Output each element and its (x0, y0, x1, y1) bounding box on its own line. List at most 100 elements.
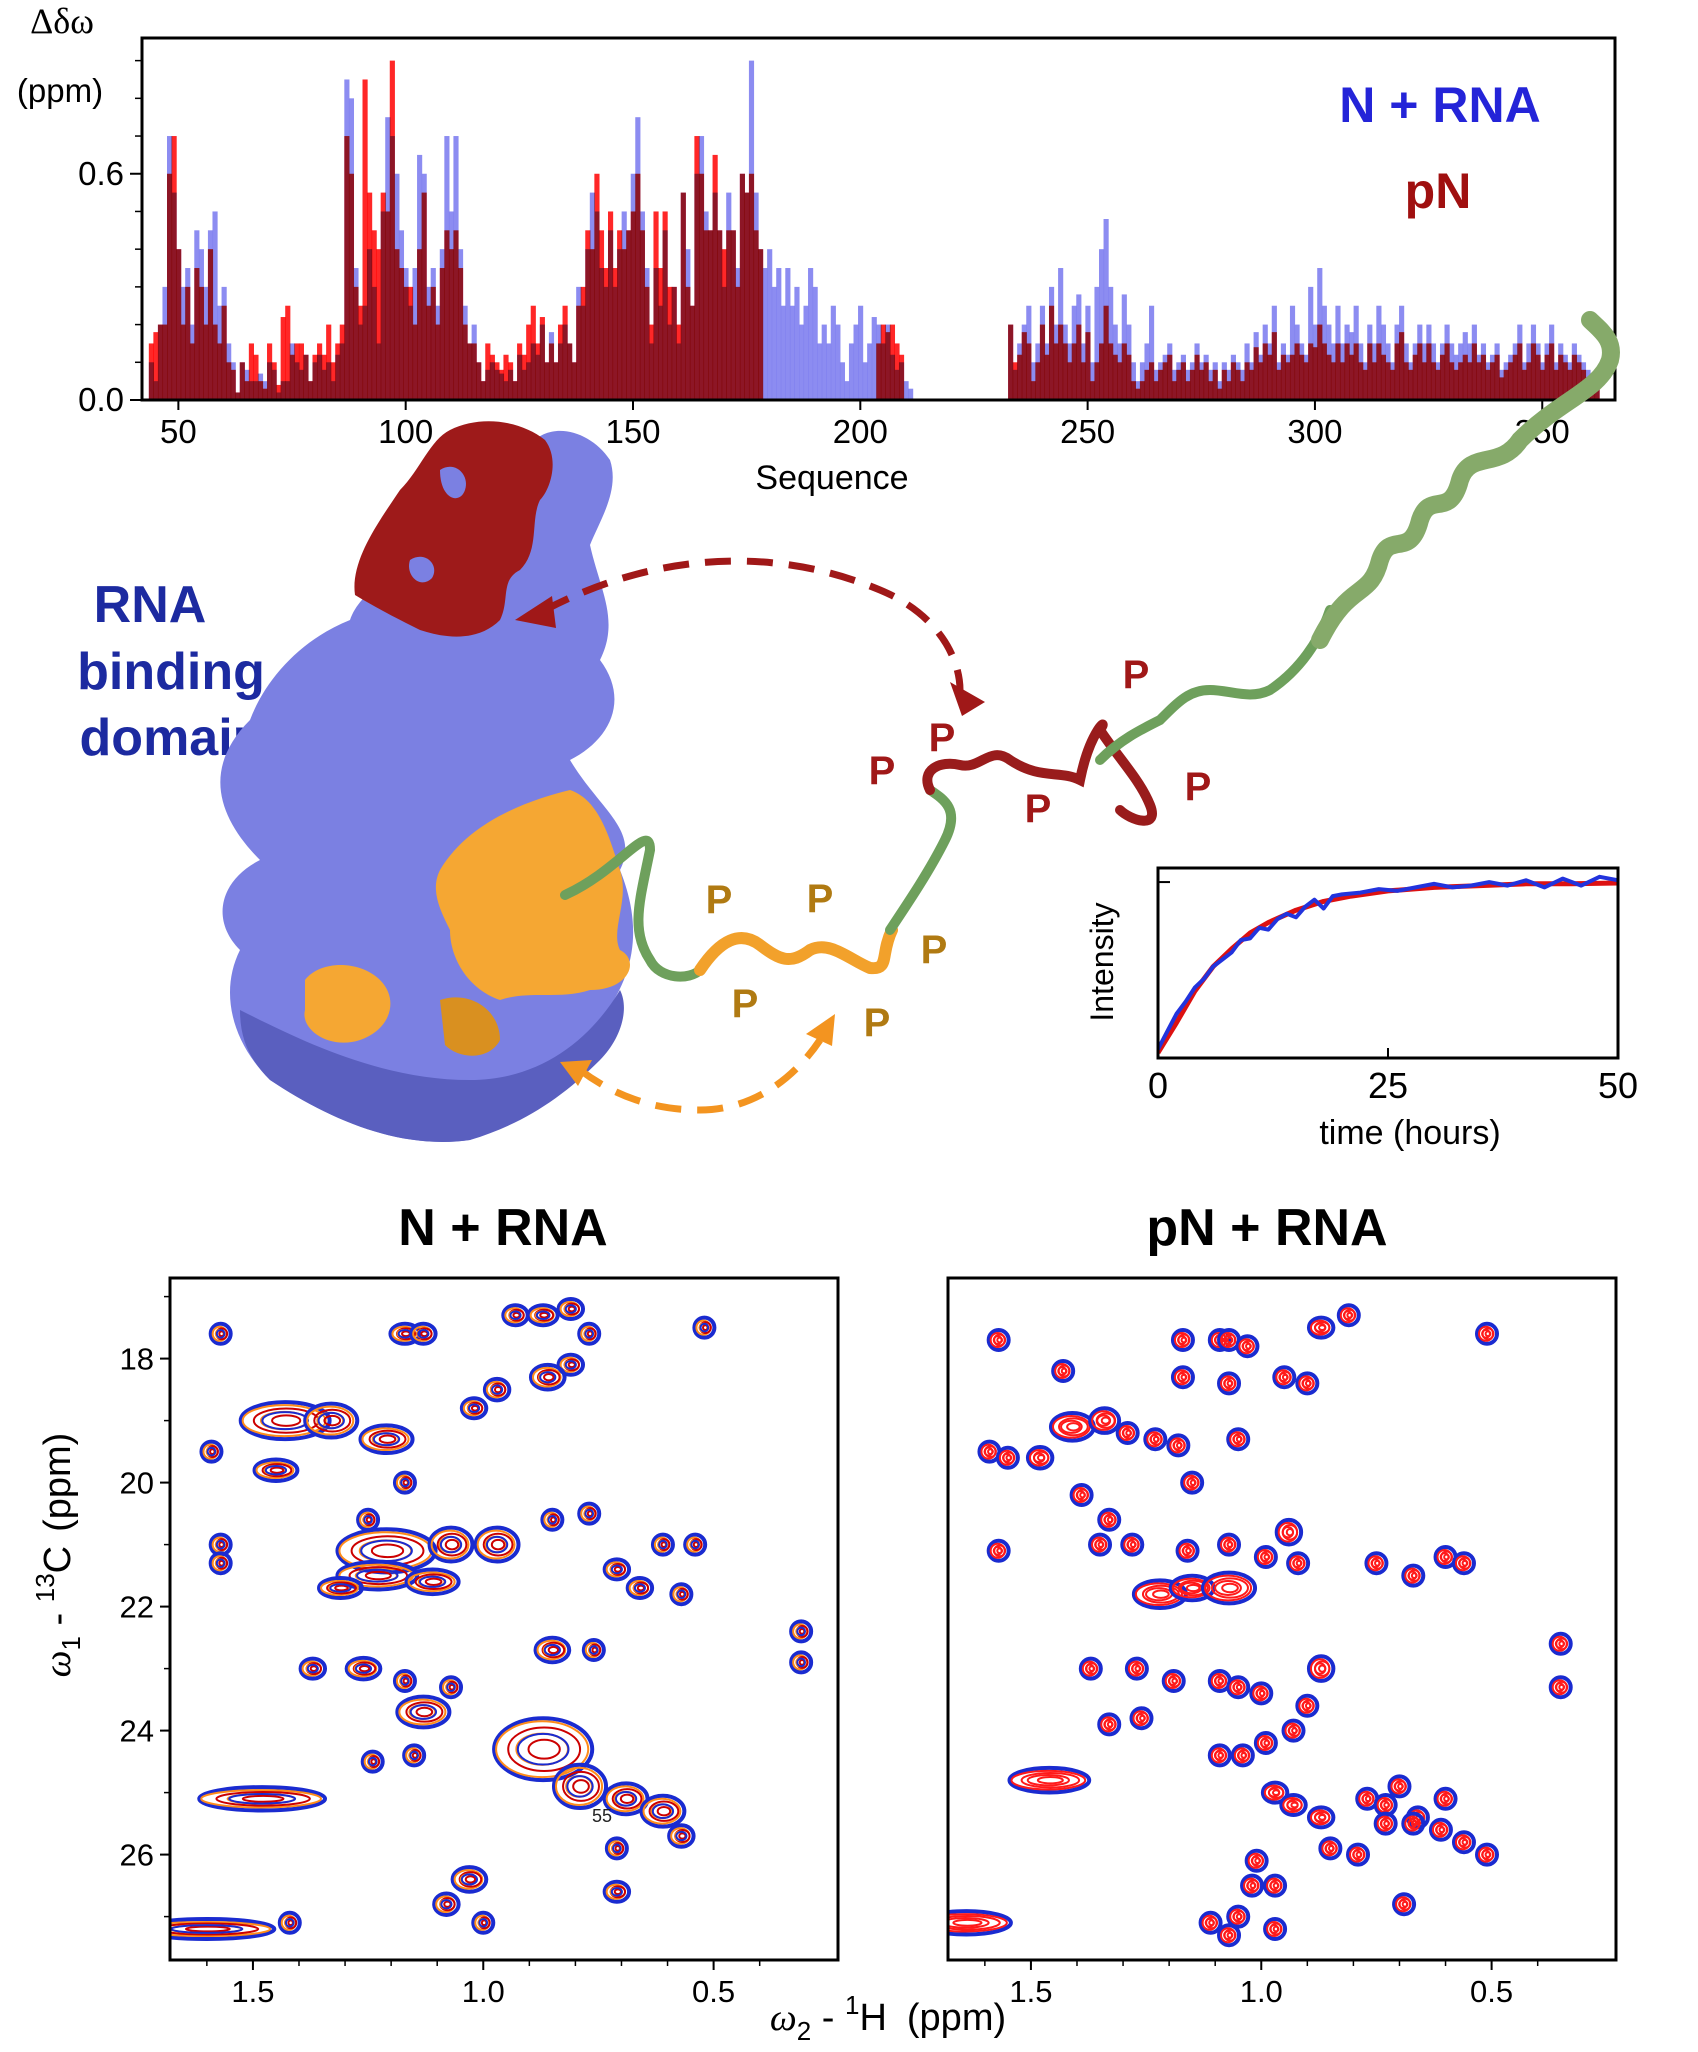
bar (853, 324, 859, 400)
bar (1376, 343, 1382, 400)
nmr-peak (1143, 1427, 1168, 1452)
nmr-peak (197, 1785, 328, 1813)
bar (162, 324, 168, 400)
bar (530, 305, 536, 400)
bar (1153, 381, 1159, 400)
bar (257, 381, 264, 400)
bar (1189, 369, 1196, 400)
top-chart-frame (140, 36, 1617, 402)
domain-label-line-1: RNA (94, 576, 207, 634)
bar (1139, 381, 1146, 400)
bar (1244, 362, 1250, 400)
bar (562, 305, 568, 400)
nmr-peak (1226, 1427, 1251, 1452)
bar (1471, 343, 1477, 400)
bar (571, 362, 577, 400)
bar (1221, 369, 1227, 400)
bar (312, 354, 318, 400)
bar (1130, 362, 1136, 400)
nmr-peak (1097, 1507, 1122, 1532)
bar (1312, 347, 1318, 400)
bar (1571, 354, 1577, 400)
bar (1271, 332, 1277, 400)
bar (1044, 354, 1050, 400)
bar (1430, 362, 1437, 400)
bar (148, 343, 154, 400)
bar (617, 230, 623, 400)
x-unit: (ppm) (907, 1997, 1006, 2039)
bar (1239, 381, 1246, 400)
bar (489, 354, 495, 400)
bar (180, 324, 186, 400)
nmr-peak (1401, 1563, 1426, 1588)
legend-n-rna: N + RNA (1339, 77, 1540, 133)
bar (1226, 381, 1232, 400)
nmr-peak (1217, 1923, 1242, 1948)
bar (526, 324, 532, 400)
nmr-peak (344, 1655, 383, 1682)
bar (667, 286, 673, 400)
bar (385, 211, 391, 400)
nmr-peak (1217, 1532, 1242, 1557)
bar (1371, 362, 1377, 400)
nmr-peak (577, 1321, 602, 1346)
bar (430, 286, 436, 400)
bar (462, 324, 468, 400)
nmr-peak (602, 1557, 632, 1582)
bar (1485, 369, 1491, 400)
nmr-peak (317, 1576, 364, 1600)
nmr-peak (1207, 1669, 1232, 1693)
nmr-peak (1097, 1712, 1122, 1737)
x-omega: ω (770, 1997, 797, 2039)
nmr-peak (450, 1865, 489, 1894)
nmr-peak (277, 1910, 302, 1935)
nmr-peak (1260, 1780, 1290, 1805)
bar (326, 324, 332, 400)
top-chart-xlabel: Sequence (755, 459, 908, 497)
nmr-peak (1364, 1551, 1389, 1576)
nmr-peak (1007, 1765, 1092, 1795)
nmr-peak (1170, 1328, 1195, 1352)
y-unit: (ppm) (37, 1433, 79, 1532)
nmr-peak (1387, 1774, 1412, 1799)
bar (1017, 354, 1023, 400)
bar (217, 343, 223, 400)
bar (1412, 354, 1418, 400)
bar (880, 324, 886, 400)
spectrum-y-tick-label: 26 (120, 1838, 154, 1873)
bar (821, 324, 827, 400)
nmr-peak (1253, 1545, 1278, 1569)
bar (1030, 362, 1036, 400)
bar (548, 343, 555, 400)
bar (226, 362, 232, 400)
nmr-peak (1200, 1570, 1258, 1606)
nmr-peak (1078, 1656, 1103, 1681)
nmr-peak (303, 1401, 360, 1440)
bar (521, 354, 527, 400)
bar (626, 230, 632, 400)
bar (648, 324, 655, 400)
nmr-peak (1253, 1731, 1278, 1755)
nmr-peak (473, 1525, 521, 1564)
bar (1330, 362, 1337, 400)
nmr-peak (1274, 1517, 1304, 1547)
nmr-peak (388, 1321, 422, 1346)
bar (1094, 362, 1100, 400)
nmr-peak (789, 1650, 814, 1675)
nmr-peak (459, 1396, 489, 1421)
bar (1039, 324, 1046, 400)
bar (1026, 343, 1032, 400)
bar (1094, 286, 1100, 400)
bar (376, 249, 382, 400)
spectrum-x-tick-label: 0.5 (1470, 1974, 1513, 2009)
bar (748, 173, 755, 400)
intensity-time-inset: 0 25 50 Intensity time (hours) (1084, 866, 1638, 1152)
bar (1048, 305, 1055, 400)
bar (1480, 354, 1487, 400)
nmr-peak (1433, 1786, 1458, 1811)
bar (1135, 388, 1141, 400)
bar (207, 249, 214, 400)
nmr-peak (551, 1762, 609, 1811)
bar (1149, 362, 1155, 400)
nmr-peak (556, 1297, 586, 1321)
